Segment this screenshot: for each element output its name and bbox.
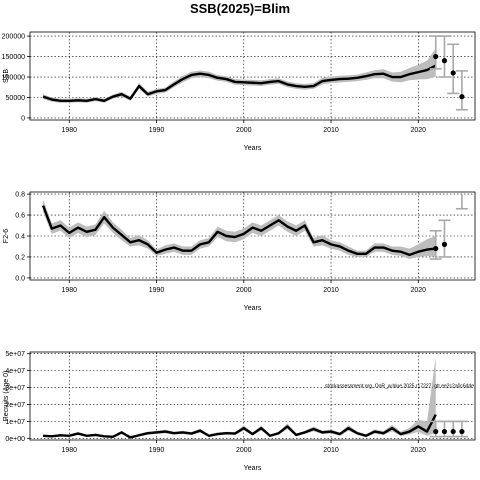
recruits-ytick-label: 5e+07 [5,351,25,358]
recruits-y-axis-label: Recruits (Age 0) [3,371,10,422]
ssb-ytick-label: 200000 [2,34,25,41]
ssb-ytick-label: 150000 [2,54,25,61]
recruits-estimate-line [43,414,437,439]
recruits-ytick-label: 2e+07 [5,402,25,409]
f-projection-point [433,245,439,252]
ssb-panel: 1980 1990 2000 2010 2020 0 50000 100000 150000 20… [2,31,476,152]
recruits-ytick-label: 1e+07 [5,419,25,426]
recruits-xtick-label: 2020 [410,447,426,454]
recruits-annotation: stockassessment.org, OoR_w.blue.2025.r17… [325,384,474,390]
ssb-y-axis-label: SSB [3,69,10,83]
recruits-confidence-band [43,357,436,438]
ssb-ytick-label: 0 [21,115,25,122]
chart-title: SSB(2025)=Blim [189,1,291,16]
f-xtick-label: 2020 [410,287,426,294]
recruits-xtick-label: 2010 [323,447,339,454]
ssb-xtick-label: 1990 [149,127,165,134]
recruits-xtick-label: 2000 [236,447,252,454]
recruits-ytick-label: 0e+00 [5,436,25,443]
f-confidence-band [43,199,436,260]
ssb-ytick-label: 50000 [6,95,26,102]
recruits-panel: 1980 1990 2000 2010 2020 0e+00 1e+07 2e+07 3e+07… [3,351,476,472]
f-projection-point [441,241,448,247]
ssb-xtick-label: 2000 [236,127,252,134]
ssb-projection-point [433,53,439,60]
f-xtick-label: 1990 [149,287,165,294]
f-xtick-label: 2010 [323,287,339,294]
ssb-plot-frame [29,31,476,121]
ssb-ytick-label: 100000 [2,75,25,82]
ssb-estimate-line [42,64,437,102]
recruits-xtick-label: 1980 [61,447,77,454]
recruits-ytick-label: 4e+07 [5,368,25,375]
recruits-projection-point [441,428,448,435]
f-xtick-label: 1980 [61,287,77,294]
ssb-xtick-label: 2020 [410,127,426,134]
f-ytick-label: 0.4 [15,234,25,241]
f-estimate-line [41,205,436,257]
ssb-projection-point [441,58,448,64]
recruits-plot-frame [29,351,476,441]
ssb-projection-point [459,94,465,100]
f-y-axis-label: F2-6 [3,229,10,244]
recruits-ytick-label: 3e+07 [5,385,25,392]
ssb-x-axis-label: Years [244,145,262,152]
recruits-x-axis-label: Years [244,465,262,472]
f-ytick-label: 0.8 [15,192,25,199]
f-ytick-label: 0.0 [15,275,25,282]
ssb-xtick-label: 2010 [323,127,339,134]
f-panel: 1980 1990 2000 2010 2020 0.0 0.2 0.4 0.6 0.8 Years… [3,192,476,312]
f-ytick-label: 0.6 [15,213,25,220]
ssb-projection-point [450,70,456,76]
f-x-axis-label: Years [244,305,262,312]
ssb-xtick-label: 1980 [61,127,77,134]
recruits-projection-point [459,428,465,435]
f-xtick-label: 2000 [236,287,252,294]
recruits-projection-point [450,428,456,435]
recruits-projection-point [433,428,439,435]
f-ytick-label: 0.2 [15,254,25,261]
recruits-xtick-label: 1990 [149,447,165,454]
